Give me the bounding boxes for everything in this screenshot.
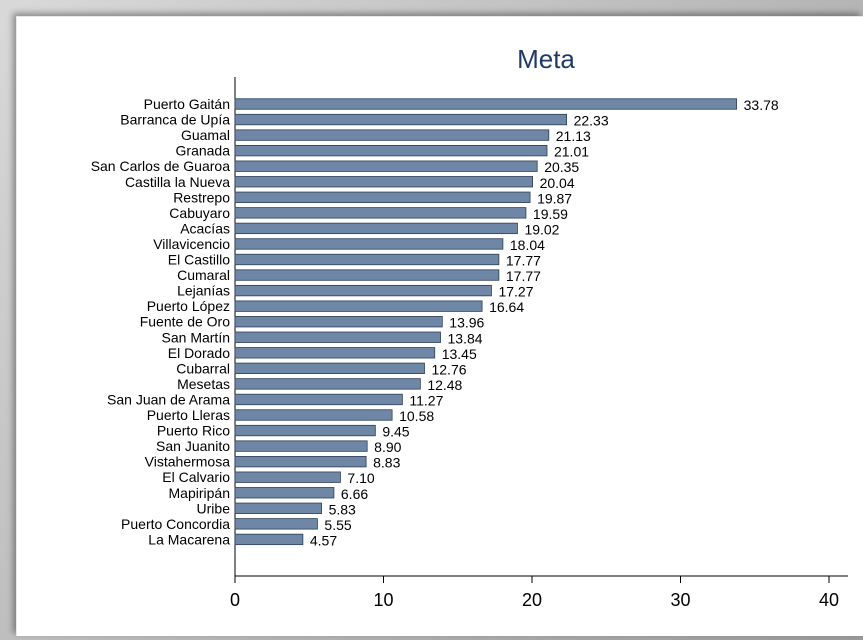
category-label: Restrepo xyxy=(173,189,230,205)
category-label: San Juan de Arama xyxy=(107,391,230,407)
value-label: 20.35 xyxy=(544,159,579,175)
category-label: Puerto Concordia xyxy=(121,516,230,532)
bar xyxy=(234,207,527,219)
value-label: 19.87 xyxy=(537,190,572,206)
value-label: 13.45 xyxy=(442,346,477,362)
category-label: Cabuyaro xyxy=(169,205,230,221)
value-label: 20.04 xyxy=(540,175,575,191)
bar xyxy=(234,362,425,375)
category-label: Cumaral xyxy=(177,267,230,283)
bar xyxy=(234,98,738,110)
bars-group: Puerto Gaitán 33.78 Barranca de Upía 22.33 G… xyxy=(91,96,779,548)
bar xyxy=(234,144,548,157)
bar xyxy=(234,331,441,343)
x-tick-label: 0 xyxy=(230,590,240,610)
category-label: San Martín xyxy=(162,329,230,345)
value-label: 16.64 xyxy=(489,299,524,315)
bar xyxy=(234,455,367,468)
value-label: 21.01 xyxy=(554,144,589,160)
bar xyxy=(234,253,500,266)
category-label: El Calvario xyxy=(162,469,230,485)
category-label: Barranca de Upía xyxy=(120,112,230,128)
bar xyxy=(234,160,538,172)
category-label: San Carlos de Guaroa xyxy=(91,158,231,174)
bar xyxy=(234,393,403,406)
category-label: Fuente de Oro xyxy=(140,314,230,330)
category-label: Uribe xyxy=(197,500,231,516)
category-label: Puerto Lleras xyxy=(147,407,230,423)
x-tick-label: 20 xyxy=(522,590,542,610)
value-label: 17.77 xyxy=(506,268,541,284)
bar xyxy=(234,222,518,235)
bar xyxy=(234,300,483,312)
category-label: El Castillo xyxy=(168,252,230,268)
category-label: Puerto Rico xyxy=(157,423,230,439)
bar xyxy=(234,129,550,141)
category-label: Mapiripán xyxy=(169,485,230,501)
bar xyxy=(234,518,318,530)
value-label: 11.27 xyxy=(409,392,443,408)
value-label: 19.02 xyxy=(524,221,559,237)
value-label: 13.84 xyxy=(448,330,483,346)
category-label: Castilla la Nueva xyxy=(125,174,230,190)
value-label: 17.27 xyxy=(498,284,533,300)
value-label: 8.83 xyxy=(373,455,400,471)
bar xyxy=(234,269,500,281)
category-label: Acacías xyxy=(180,220,230,236)
value-label: 13.96 xyxy=(449,315,484,331)
x-tick-label: 40 xyxy=(819,590,839,610)
bar xyxy=(234,316,443,328)
bar xyxy=(234,113,568,126)
value-label: 4.57 xyxy=(310,532,337,548)
value-label: 12.76 xyxy=(431,361,466,377)
bar xyxy=(234,487,335,499)
bar xyxy=(234,533,304,546)
value-label: 9.45 xyxy=(382,424,409,440)
bar xyxy=(234,347,436,359)
value-label: 10.58 xyxy=(399,408,434,424)
bar xyxy=(234,176,533,188)
bar xyxy=(234,238,504,250)
bar xyxy=(234,191,531,203)
category-label: El Dorado xyxy=(168,345,230,361)
category-label: La Macarena xyxy=(148,531,230,547)
value-label: 33.78 xyxy=(744,97,779,113)
bar xyxy=(234,471,341,483)
category-label: Lejanías xyxy=(177,283,230,299)
value-label: 18.04 xyxy=(510,237,545,253)
category-label: Puerto Gaitán xyxy=(144,96,230,112)
category-label: Granada xyxy=(176,143,231,159)
category-label: Mesetas xyxy=(177,376,230,392)
value-label: 5.55 xyxy=(324,517,351,533)
value-label: 12.48 xyxy=(427,377,462,393)
category-label: Puerto López xyxy=(147,298,230,314)
value-label: 22.33 xyxy=(574,113,609,129)
value-label: 17.77 xyxy=(506,253,541,269)
category-label: Guamal xyxy=(181,127,230,143)
value-label: 6.66 xyxy=(341,486,368,502)
x-tick-label: 10 xyxy=(373,590,393,610)
x-tick-label: 30 xyxy=(670,590,690,610)
bar xyxy=(234,440,368,452)
x-ticks-group: 0 10 20 30 40 xyxy=(230,576,839,610)
bar xyxy=(234,284,492,297)
value-label: 21.13 xyxy=(556,128,591,144)
value-label: 8.90 xyxy=(374,439,401,455)
bar xyxy=(234,378,421,390)
bar xyxy=(234,424,376,437)
bar xyxy=(234,502,322,514)
value-label: 7.10 xyxy=(347,470,374,486)
chart-title: Meta xyxy=(517,44,575,74)
category-label: Vistahermosa xyxy=(145,454,231,470)
category-label: Cubarral xyxy=(176,360,230,376)
category-label: San Juanito xyxy=(156,438,230,454)
value-label: 5.83 xyxy=(329,501,356,517)
bar xyxy=(234,409,393,421)
value-label: 19.59 xyxy=(533,206,568,222)
category-label: Villavicencio xyxy=(153,236,230,252)
